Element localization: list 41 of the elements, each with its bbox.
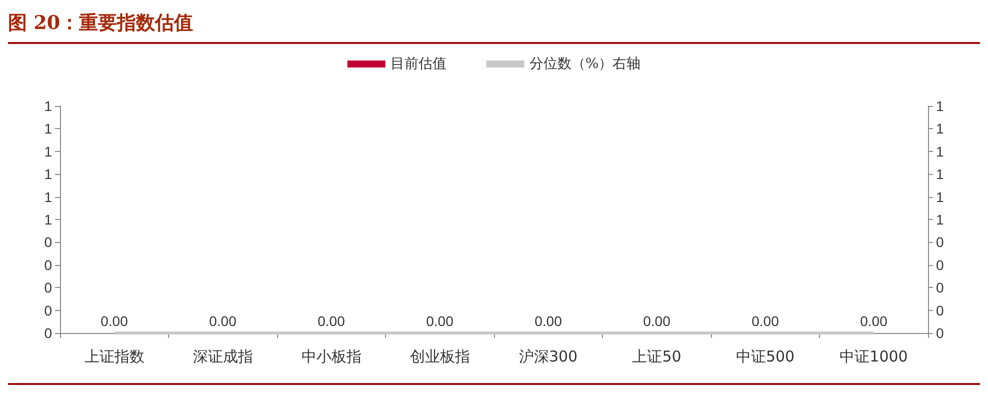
data-label: 0.00 <box>643 313 671 329</box>
y-tick-label: 0 <box>44 325 52 341</box>
x-tick-label: 中证500 <box>736 348 795 366</box>
data-label: 0.00 <box>100 313 128 329</box>
y2-tick-label: 1 <box>936 166 944 182</box>
y-tick-label: 0 <box>44 302 52 318</box>
x-tick-label: 上证指数 <box>84 348 144 366</box>
legend-label: 分位数（%）右轴 <box>529 56 641 72</box>
data-label: 0.00 <box>752 313 780 329</box>
y2-tick-label: 0 <box>936 256 944 273</box>
x-tick-label: 沪深300 <box>518 348 578 366</box>
y2-tick-label: 0 <box>936 325 944 341</box>
x-tick-label: 中小板指 <box>301 348 362 366</box>
data-label: 0.00 <box>534 313 562 329</box>
chart-title: 图 20：重要指数估值 <box>8 10 980 44</box>
x-tick-label: 深证成指 <box>192 348 253 366</box>
x-tick-label: 上证50 <box>632 348 682 366</box>
y2-tick-label: 0 <box>936 302 944 318</box>
y2-tick-label: 1 <box>936 120 944 137</box>
y2-tick-label: 1 <box>936 98 944 114</box>
y-tick-label: 0 <box>44 280 52 296</box>
y-tick-label: 1 <box>44 120 52 137</box>
y2-tick-label: 0 <box>936 280 944 296</box>
x-tick-label: 中证1000 <box>840 348 908 366</box>
data-label: 0.00 <box>209 313 237 329</box>
data-label: 0.00 <box>318 313 346 329</box>
y2-tick-label: 1 <box>936 143 944 160</box>
data-label: 0.00 <box>860 313 888 329</box>
y2-tick-label: 0 <box>936 234 944 250</box>
y-tick-label: 1 <box>44 143 52 160</box>
x-tick-label: 创业板指 <box>410 348 470 366</box>
y-tick-label: 1 <box>44 188 52 205</box>
y2-tick-label: 1 <box>936 212 944 228</box>
y2-tick-label: 1 <box>936 188 944 205</box>
y-tick-label: 0 <box>44 234 52 250</box>
y-tick-label: 1 <box>44 166 52 182</box>
legend-label: 目前估值 <box>390 56 446 72</box>
y-tick-label: 1 <box>44 212 52 228</box>
y-tick-label: 1 <box>44 98 52 114</box>
data-label: 0.00 <box>426 313 454 329</box>
y-tick-label: 0 <box>44 256 52 273</box>
